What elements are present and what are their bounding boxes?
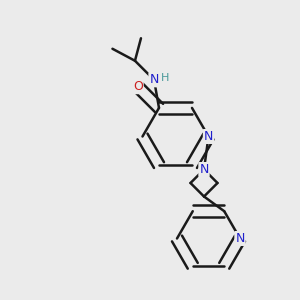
Text: O: O <box>133 80 143 93</box>
Text: N: N <box>199 163 209 176</box>
Text: H: H <box>161 73 169 83</box>
Text: N: N <box>149 74 159 86</box>
Text: N: N <box>204 130 213 143</box>
Text: N: N <box>235 232 245 245</box>
